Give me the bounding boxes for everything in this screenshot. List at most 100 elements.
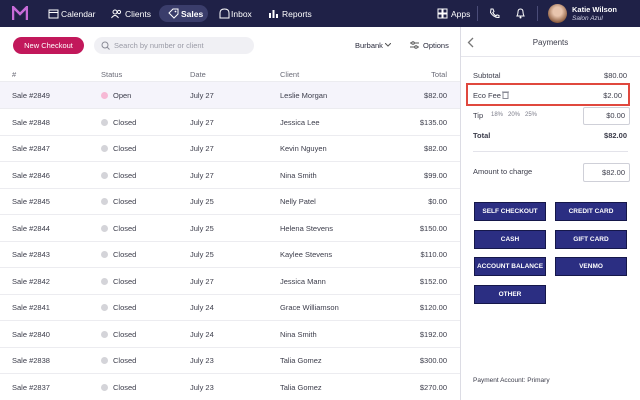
- sale-row[interactable]: Sale #2845 Closed July 25 Nelly Patel $0.00: [0, 188, 460, 215]
- status-dot: [101, 330, 108, 338]
- tip-option[interactable]: 20%: [508, 112, 521, 118]
- sale-row[interactable]: Sale #2842 Closed July 27 Jessica Mann $152.…: [0, 268, 460, 295]
- client: Leslie Morgan: [280, 91, 328, 100]
- phone-icon: [489, 8, 500, 19]
- status-dot: [101, 383, 108, 391]
- payment-method-button[interactable]: ACCOUNT BALANCE: [474, 257, 546, 276]
- client: Jessica Mann: [280, 276, 326, 286]
- status: Closed: [113, 276, 137, 286]
- status-dot: [101, 92, 108, 99]
- location-select[interactable]: Burbank: [355, 41, 383, 50]
- client: Nina Smith: [280, 329, 317, 339]
- sale-row[interactable]: Sale #2841 Closed July 24 Grace Williamson $…: [0, 294, 460, 321]
- sale-number: Sale #2847: [12, 144, 50, 153]
- total: $110.00: [420, 250, 447, 259]
- sale-number: Sale #2845: [12, 197, 50, 206]
- nav-item[interactable]: Calendar: [61, 9, 96, 19]
- payment-method-button[interactable]: GIFT CARD: [555, 229, 627, 249]
- total: $82.00: [424, 144, 447, 153]
- apps-icon: [437, 8, 448, 19]
- new-checkout-label: New Checkout: [24, 41, 73, 50]
- sale-row[interactable]: Sale #2840 Closed July 24 Nina Smith $192.00: [0, 321, 460, 348]
- payment-method-button[interactable]: SELF CHECKOUT: [474, 202, 546, 221]
- sale-row[interactable]: Sale #2849 Open July 27 Leslie Morgan $82.00: [0, 82, 460, 109]
- active-nav-pill: [159, 5, 208, 22]
- total: $300.00: [419, 356, 447, 365]
- new-checkout-button[interactable]: [13, 37, 84, 54]
- column-header: #: [12, 70, 17, 79]
- sale-row[interactable]: Sale #2847 Closed July 27 Kevin Nguyen $82.0…: [0, 135, 460, 162]
- total-label: Total: [473, 131, 491, 140]
- sale-number: Sale #2844: [12, 223, 50, 233]
- payment-method-button[interactable]: CASH: [474, 229, 546, 249]
- avatar[interactable]: [548, 4, 567, 23]
- sale-row[interactable]: Sale #2843 Closed July 25 Kaylee Stevens $11…: [0, 241, 460, 268]
- sale-row[interactable]: Sale #2838 Closed July 23 Talia Gomez $300.0…: [0, 347, 460, 374]
- search-icon: [101, 41, 110, 50]
- status-dot: [101, 118, 108, 126]
- tip-input[interactable]: [583, 107, 630, 125]
- date: July 24: [190, 303, 214, 312]
- status: Closed: [113, 329, 137, 339]
- client: Nina Smith: [280, 170, 317, 180]
- total: $82.00: [424, 91, 447, 100]
- status-dot: [101, 224, 108, 232]
- sale-number: Sale #2843: [12, 250, 50, 259]
- status: Closed: [113, 250, 137, 259]
- eco-fee-amount: $2.00: [603, 91, 622, 100]
- sale-number: Sale #2840: [12, 329, 50, 339]
- client: Jessica Lee: [280, 117, 320, 127]
- status: Closed: [113, 356, 137, 365]
- nav-item[interactable]: Sales: [181, 9, 204, 19]
- client: Grace Williamson: [280, 303, 339, 312]
- client: Helena Stevens: [280, 223, 333, 233]
- status-dot: [101, 277, 108, 285]
- date: July 27: [190, 117, 214, 127]
- eco-fee-highlight: [466, 83, 630, 106]
- options-button[interactable]: Options: [423, 41, 449, 50]
- user-name[interactable]: Katie Wilson: [572, 5, 617, 14]
- tip-label: Tip: [473, 111, 484, 120]
- payment-method-button[interactable]: OTHER: [474, 284, 546, 304]
- date: July 23: [190, 356, 214, 365]
- back-button[interactable]: [467, 37, 474, 48]
- date: July 25: [190, 223, 214, 233]
- sale-row[interactable]: Sale #2837 Closed July 23 Talia Gomez $270.0…: [0, 374, 460, 400]
- tip-option[interactable]: 25%: [525, 112, 538, 118]
- status: Closed: [113, 197, 137, 206]
- status-dot: [101, 304, 108, 311]
- subtotal-amount: $80.00: [604, 71, 627, 80]
- sale-number: Sale #2837: [12, 382, 50, 392]
- search-box[interactable]: [94, 37, 254, 54]
- status: Closed: [113, 382, 137, 392]
- status: Closed: [113, 170, 137, 180]
- charge-input[interactable]: [583, 163, 630, 182]
- date: July 27: [190, 276, 214, 286]
- nav-item[interactable]: Reports: [282, 9, 312, 19]
- tip-amount: $0.00: [606, 111, 625, 120]
- charge-amount: $82.00: [602, 168, 625, 177]
- nav-item[interactable]: Inbox: [231, 9, 252, 19]
- nav-item[interactable]: Clients: [125, 9, 151, 19]
- apps-button[interactable]: Apps: [451, 9, 471, 19]
- sale-row[interactable]: Sale #2846 Closed July 27 Nina Smith $99.00: [0, 162, 460, 189]
- options-icon: [410, 41, 419, 49]
- logo[interactable]: [12, 6, 28, 21]
- sale-row[interactable]: Sale #2844 Closed July 25 Helena Stevens $15…: [0, 215, 460, 242]
- payment-method-button[interactable]: VENMO: [555, 257, 627, 276]
- total: $0.00: [428, 197, 447, 206]
- user-business: Salon Azul: [572, 15, 603, 22]
- sale-number: Sale #2842: [12, 276, 50, 286]
- panel-divider: [460, 27, 461, 400]
- sale-row[interactable]: Sale #2848 Closed July 27 Jessica Lee $135.0…: [0, 109, 460, 136]
- client: Talia Gomez: [280, 382, 322, 392]
- client: Nelly Patel: [280, 197, 316, 206]
- bell-icon: [516, 8, 525, 19]
- payment-method-button[interactable]: CREDIT CARD: [555, 202, 627, 221]
- tip-option[interactable]: 18%: [491, 112, 504, 118]
- nav-icon: [168, 8, 179, 19]
- separator: [473, 151, 628, 152]
- eco-fee-label: Eco Fee: [473, 91, 501, 100]
- date: July 27: [190, 170, 214, 180]
